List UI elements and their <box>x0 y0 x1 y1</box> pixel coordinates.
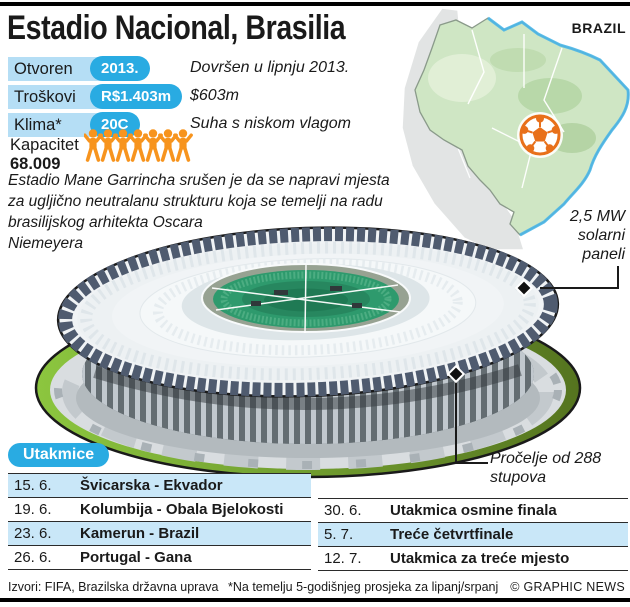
stat-value-badge: R$1.403m <box>90 84 183 109</box>
footer-note: *Na temelju 5-godišnjeg prosjeka za lipa… <box>228 580 499 594</box>
footer-sources: Izvori: FIFA, Brazilska državna uprava <box>8 580 219 594</box>
match-date: 5. 7. <box>324 526 354 543</box>
match-row: 26. 6. Portugal - Gana <box>8 545 311 570</box>
match-label: Kamerun - Brazil <box>80 525 200 542</box>
soccer-ball-icon <box>517 112 563 158</box>
match-row: 30. 6. Utakmica osmine finala <box>318 498 628 522</box>
solar-panels-callout: 2,5 MW solarni paneli <box>569 208 625 263</box>
matches-table-right: 30. 6. Utakmica osmine finala 5. 7. Treće č… <box>318 498 628 571</box>
stat-note: $603m <box>190 87 239 104</box>
stat-note: Suha s niskom vlagom <box>190 115 351 132</box>
match-date: 30. 6. <box>324 502 362 519</box>
capacity-value: 68.009 <box>10 155 61 173</box>
stadium-inner-bowl <box>201 263 411 334</box>
stat-value-badge: 20C <box>90 112 140 137</box>
match-row: 23. 6. Kamerun - Brazil <box>8 521 311 545</box>
top-rule <box>0 2 630 6</box>
description-text: Estadio Mane Garrincha srušen je da se n… <box>8 172 390 252</box>
match-label: Utakmica osmine finala <box>390 502 557 519</box>
match-date: 23. 6. <box>14 525 52 542</box>
stat-note: Dovršen u lipnju 2013. <box>190 59 350 76</box>
match-label: Švicarska - Ekvador <box>80 477 223 494</box>
coastline <box>487 16 630 237</box>
bottom-rule <box>0 598 630 602</box>
match-row: 5. 7. Treće četvrtfinale <box>318 522 628 546</box>
callout-lines <box>455 266 619 464</box>
brazil-map-graphic <box>401 7 630 251</box>
matches-header-badge: Utakmice <box>8 443 110 467</box>
match-row: 19. 6. Kolumbija - Obala Bjelokosti <box>8 497 311 521</box>
match-row: 15. 6. Švicarska - Ekvador <box>8 473 311 497</box>
page-title: Estadio Nacional, Brasilia <box>7 9 346 47</box>
footer-credit: © GRAPHIC NEWS <box>510 580 625 594</box>
match-label: Kolumbija - Obala Bjelokosti <box>80 501 284 518</box>
match-date: 26. 6. <box>14 549 52 566</box>
facade-callout: Pročelje od 288 stupova <box>490 450 602 486</box>
match-date: 12. 7. <box>324 550 362 567</box>
solar-callout-diamond <box>514 278 534 298</box>
brazil-map: BRAZIL <box>372 7 630 251</box>
stat-value-badge: 2013. <box>90 56 150 81</box>
matches-table-left: 15. 6. Švicarska - Ekvador 19. 6. Kolumbija… <box>8 473 311 570</box>
facade-callout-diamond <box>446 364 466 384</box>
capacity-people-icons <box>84 129 193 162</box>
solar-panels-ring <box>58 227 558 397</box>
match-label: Portugal - Gana <box>80 549 192 566</box>
capacity-label: Kapacitet <box>10 136 79 154</box>
match-row: 12. 7. Utakmica za treće mjesto <box>318 546 628 571</box>
match-label: Treće četvrtfinale <box>390 526 514 543</box>
match-date: 19. 6. <box>14 501 52 518</box>
map-country-label: BRAZIL <box>571 20 626 36</box>
match-date: 15. 6. <box>14 477 52 494</box>
stadium-illustration <box>34 226 619 479</box>
people-row <box>84 129 193 162</box>
match-label: Utakmica za treće mjesto <box>390 550 570 567</box>
